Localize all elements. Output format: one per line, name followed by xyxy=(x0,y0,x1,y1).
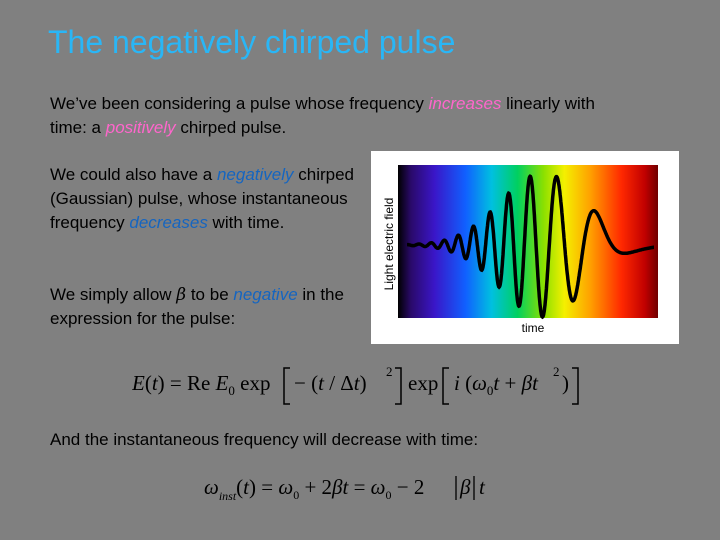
slide-title: The negatively chirped pulse xyxy=(48,24,456,60)
svg-text:− (t / Δt): − (t / Δt) xyxy=(294,371,367,395)
chirped-pulse-figure: Light electric field time xyxy=(371,151,679,344)
svg-text:i (ω0t + βt: i (ω0t + βt xyxy=(454,371,539,398)
svg-text:E(t) = Re E0 exp: E(t) = Re E0 exp xyxy=(132,371,271,398)
text: with time. xyxy=(207,213,285,232)
instantaneous-frequency-equation: ωinst(t) = ω0 + 2βt = ω0 − 2 β t xyxy=(204,472,504,514)
svg-text:): ) xyxy=(562,371,569,395)
paragraph-positive-chirp: We’ve been considering a pulse whose fre… xyxy=(50,92,610,140)
paragraph-instantaneous-frequency: And the instantaneous frequency will dec… xyxy=(50,430,479,449)
text: in the expression for the pulse: xyxy=(50,285,344,328)
svg-text:exp: exp xyxy=(408,371,438,395)
paragraph-negative-chirp: We could also have a negatively chirped … xyxy=(50,163,360,235)
paragraph-beta-negative: We simply allow β to be negative in the … xyxy=(50,283,370,331)
text: We could also have a xyxy=(50,165,217,184)
text: We’ve been considering a pulse whose fre… xyxy=(50,94,429,113)
text: linearly with time: a xyxy=(50,94,595,137)
text: chirped pulse. xyxy=(175,118,287,137)
y-axis-label: Light electric field xyxy=(382,198,396,291)
highlight-increases: increases xyxy=(428,94,502,113)
svg-text:β: β xyxy=(459,475,471,499)
pulse-equation: E(t) = Re E0 exp − (t / Δt) 2 exp i (ω0t… xyxy=(131,362,592,416)
text: to be xyxy=(186,285,234,304)
pulse-equation-svg: E(t) = Re E0 exp − (t / Δt) 2 exp i (ω0t… xyxy=(131,364,579,405)
svg-text:2: 2 xyxy=(386,364,393,379)
text: We simply allow xyxy=(50,285,177,304)
beta-symbol: β xyxy=(176,285,187,305)
text: chirped (Gaussian) pulse, whose instanta… xyxy=(50,165,355,232)
svg-text:2: 2 xyxy=(553,364,560,379)
inst-frequency-equation-svg: ωinst(t) = ω0 + 2βt = ω0 − 2 β t xyxy=(204,475,486,503)
pulse-plot: Light electric field time xyxy=(382,165,658,335)
highlight-negatively: negatively xyxy=(216,165,294,184)
svg-text:ωinst(t) = ω0 + 2βt = ω0 − 2: ωinst(t) = ω0 + 2βt = ω0 − 2 xyxy=(204,475,424,503)
highlight-negative: negative xyxy=(233,285,298,304)
x-axis-label: time xyxy=(522,321,545,335)
highlight-decreases: decreases xyxy=(129,213,208,232)
highlight-positively: positively xyxy=(105,118,176,137)
svg-text:t: t xyxy=(479,475,486,499)
pulse-waveform xyxy=(407,174,655,320)
